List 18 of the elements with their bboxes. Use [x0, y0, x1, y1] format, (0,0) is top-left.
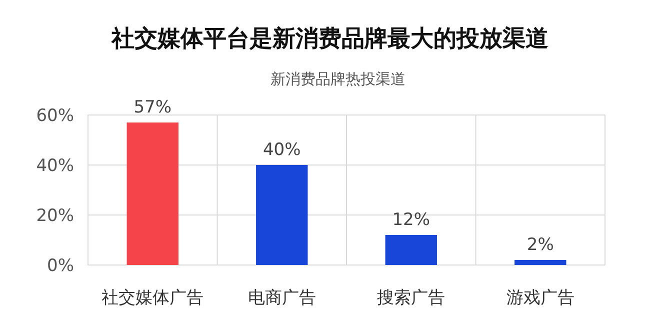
x-tick-label: 游戏广告 [506, 288, 574, 308]
chart-title: 社交媒体平台是新消费品牌最大的投放渠道 [110, 25, 548, 52]
chart-subtitle: 新消费品牌热投渠道 [270, 70, 406, 88]
data-label: 40% [262, 140, 301, 160]
y-tick-label: 60% [36, 106, 74, 126]
bar [385, 235, 437, 265]
data-label: 57% [134, 98, 172, 118]
x-tick-label: 搜索广告 [377, 288, 446, 308]
data-label: 2% [526, 235, 554, 255]
bar [514, 260, 566, 265]
y-tick-label: 0% [47, 256, 74, 276]
x-tick-label: 社交媒体广告 [102, 288, 204, 308]
bar [126, 122, 178, 265]
x-tick-label: 电商广告 [248, 288, 316, 308]
bar [256, 165, 308, 265]
y-tick-label: 40% [36, 156, 74, 176]
y-tick-label: 20% [36, 206, 74, 226]
data-label: 12% [392, 210, 430, 230]
